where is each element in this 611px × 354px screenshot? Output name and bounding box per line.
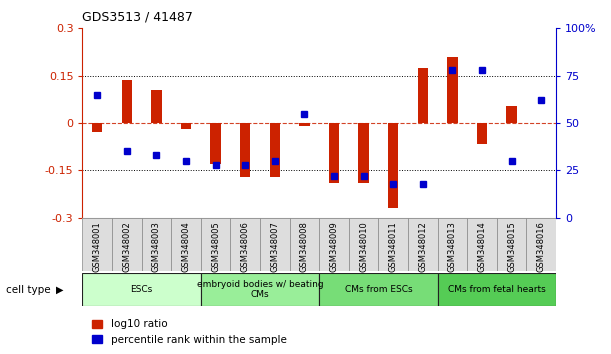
Bar [388, 123, 398, 208]
FancyBboxPatch shape [82, 273, 201, 306]
Text: GDS3513 / 41487: GDS3513 / 41487 [82, 10, 193, 23]
FancyBboxPatch shape [201, 218, 230, 271]
Text: GSM348012: GSM348012 [419, 221, 427, 272]
FancyBboxPatch shape [290, 218, 320, 271]
Bar [359, 123, 369, 183]
Bar [477, 123, 487, 143]
Text: GSM348013: GSM348013 [448, 221, 457, 272]
FancyBboxPatch shape [82, 218, 112, 271]
Bar [210, 123, 221, 164]
Text: GSM348011: GSM348011 [389, 221, 398, 272]
Text: ESCs: ESCs [131, 285, 153, 294]
Text: GSM348009: GSM348009 [329, 221, 338, 272]
Text: GSM348016: GSM348016 [536, 221, 546, 272]
FancyBboxPatch shape [378, 218, 408, 271]
Text: GSM348007: GSM348007 [270, 221, 279, 272]
FancyBboxPatch shape [201, 273, 320, 306]
Bar [329, 123, 339, 183]
Text: GSM348005: GSM348005 [211, 221, 220, 272]
FancyBboxPatch shape [408, 218, 437, 271]
Text: GSM348010: GSM348010 [359, 221, 368, 272]
Text: GSM348001: GSM348001 [93, 221, 102, 272]
Text: CMs from fetal hearts: CMs from fetal hearts [448, 285, 546, 294]
Bar [269, 123, 280, 177]
Text: ▶: ▶ [56, 285, 64, 295]
FancyBboxPatch shape [230, 218, 260, 271]
FancyBboxPatch shape [171, 218, 201, 271]
FancyBboxPatch shape [112, 218, 142, 271]
Text: GSM348014: GSM348014 [478, 221, 486, 272]
Bar [181, 123, 191, 129]
FancyBboxPatch shape [320, 273, 437, 306]
Text: GSM348015: GSM348015 [507, 221, 516, 272]
Text: cell type: cell type [6, 285, 51, 295]
Text: GSM348006: GSM348006 [241, 221, 250, 272]
Text: embryoid bodies w/ beating
CMs: embryoid bodies w/ beating CMs [197, 280, 323, 299]
Text: GSM348003: GSM348003 [152, 221, 161, 272]
FancyBboxPatch shape [320, 218, 349, 271]
Bar [507, 105, 517, 123]
FancyBboxPatch shape [260, 218, 290, 271]
FancyBboxPatch shape [142, 218, 171, 271]
Bar [418, 68, 428, 123]
FancyBboxPatch shape [467, 218, 497, 271]
Bar [122, 80, 132, 123]
FancyBboxPatch shape [349, 218, 378, 271]
Text: GSM348008: GSM348008 [300, 221, 309, 272]
Text: GSM348004: GSM348004 [181, 221, 191, 272]
Bar [152, 90, 162, 123]
Bar [299, 123, 310, 126]
Text: CMs from ESCs: CMs from ESCs [345, 285, 412, 294]
FancyBboxPatch shape [497, 218, 527, 271]
Bar [447, 57, 458, 123]
FancyBboxPatch shape [437, 218, 467, 271]
FancyBboxPatch shape [437, 273, 556, 306]
Text: GSM348002: GSM348002 [122, 221, 131, 272]
Legend: log10 ratio, percentile rank within the sample: log10 ratio, percentile rank within the … [88, 315, 291, 349]
Bar [92, 123, 103, 132]
Bar [240, 123, 251, 177]
FancyBboxPatch shape [527, 218, 556, 271]
